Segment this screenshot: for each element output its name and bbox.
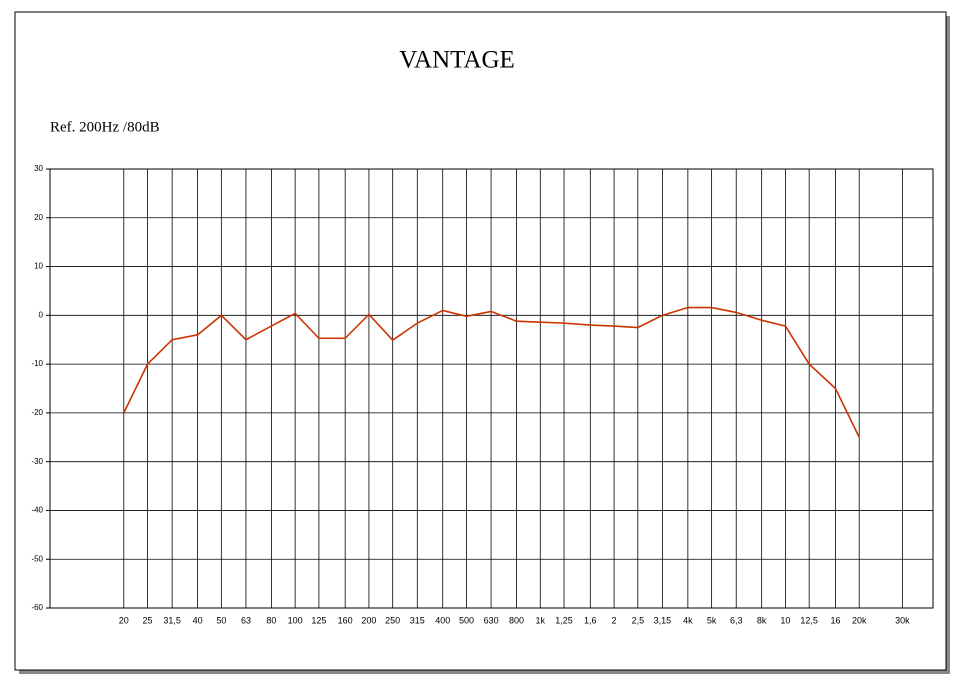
x-tick-label: 63 <box>241 615 251 625</box>
chart-subtitle: Ref. 200Hz /80dB <box>50 119 160 135</box>
x-tick-label: 30k <box>895 615 910 625</box>
x-tick-label: 2,5 <box>632 615 645 625</box>
y-tick-label: -20 <box>31 408 43 417</box>
y-tick-label: 10 <box>34 262 43 271</box>
x-tick-label: 5k <box>707 615 717 625</box>
frame <box>14 11 947 671</box>
x-tick-label: 10 <box>780 615 790 625</box>
y-tick-label: 0 <box>39 310 44 319</box>
x-tick-label: 50 <box>216 615 226 625</box>
x-tick-label: 1k <box>536 615 546 625</box>
x-tick-label: 80 <box>266 615 276 625</box>
x-tick-label: 200 <box>361 615 376 625</box>
y-tick-label: 30 <box>34 164 43 173</box>
chart-title: VANTAGE <box>399 47 515 74</box>
x-tick-label: 31,5 <box>163 615 181 625</box>
y-tick-label: 20 <box>34 213 43 222</box>
x-tick-label: 800 <box>509 615 524 625</box>
x-tick-label: 160 <box>338 615 353 625</box>
x-tick-label: 12,5 <box>800 615 818 625</box>
x-tick-label: 315 <box>410 615 425 625</box>
x-tick-label: 6,3 <box>730 615 743 625</box>
x-tick-label: 100 <box>288 615 303 625</box>
x-tick-label: 3,15 <box>654 615 672 625</box>
y-tick-label: -30 <box>31 457 43 466</box>
x-tick-label: 20 <box>119 615 129 625</box>
x-tick-label: 125 <box>311 615 326 625</box>
y-tick-label: -50 <box>31 554 43 563</box>
data-line <box>123 306 860 438</box>
x-tick-label: 4k <box>683 615 693 625</box>
x-tick-label: 8k <box>757 615 767 625</box>
x-tick-label: 20k <box>852 615 867 625</box>
x-tick-label: 16 <box>830 615 840 625</box>
x-tick-label: 1,25 <box>555 615 573 625</box>
x-tick-label: 25 <box>143 615 153 625</box>
x-tick-label: 250 <box>385 615 400 625</box>
x-tick-label: 40 <box>193 615 203 625</box>
y-tick-label: -60 <box>31 603 43 612</box>
y-tick-label: -40 <box>31 506 43 515</box>
x-tick-label: 500 <box>459 615 474 625</box>
y-tick-label: -10 <box>31 359 43 368</box>
x-tick-label: 1,6 <box>584 615 597 625</box>
x-tick-label: 630 <box>484 615 499 625</box>
x-tick-label: 400 <box>435 615 450 625</box>
x-tick-label: 2 <box>612 615 617 625</box>
